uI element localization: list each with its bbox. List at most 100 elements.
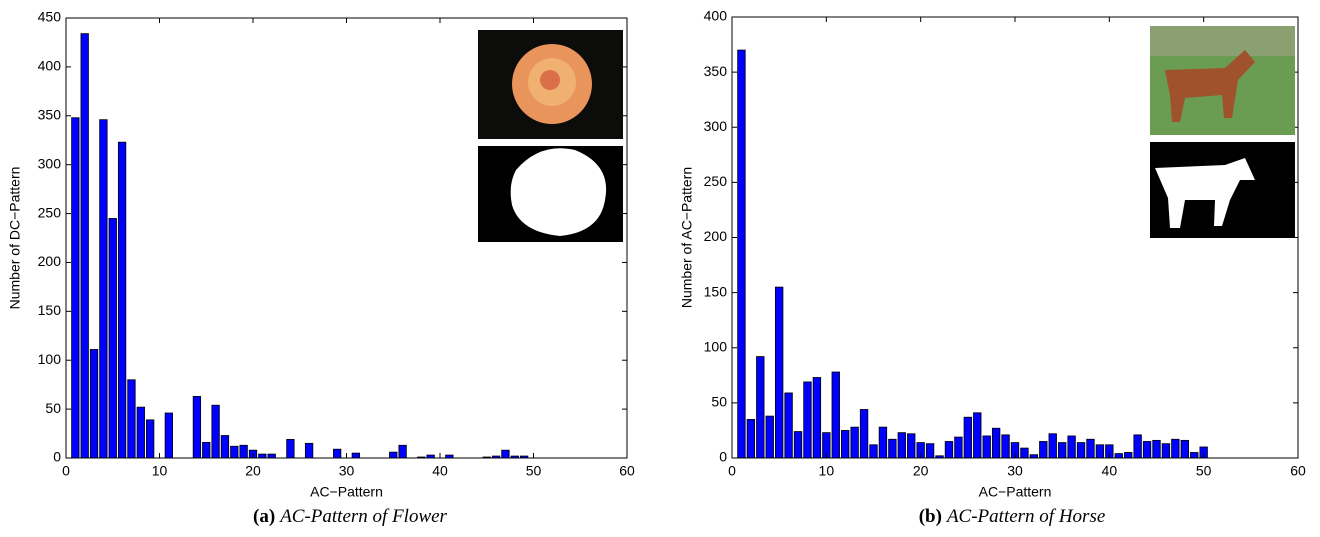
caption: (b) AC-Pattern of Horse — [919, 506, 1106, 527]
y-tick-label: 350 — [704, 63, 728, 79]
bar — [164, 412, 173, 459]
bar — [944, 441, 954, 459]
bar — [136, 406, 145, 459]
bar — [859, 409, 869, 459]
bar — [954, 436, 963, 459]
bar — [267, 453, 276, 459]
bar — [89, 349, 99, 459]
bar — [1152, 439, 1161, 459]
bar — [812, 377, 822, 459]
x-tick-label: 10 — [152, 463, 168, 479]
bar — [146, 419, 155, 459]
bar — [784, 392, 793, 459]
bar — [878, 426, 888, 459]
bar — [869, 444, 878, 459]
bar — [127, 379, 136, 459]
y-tick-label: 400 — [38, 58, 62, 74]
y-tick-label: 250 — [704, 173, 728, 189]
y-tick-label: 300 — [38, 155, 62, 171]
bar — [841, 430, 850, 459]
bar — [907, 433, 916, 459]
bar — [982, 435, 991, 459]
bar — [192, 395, 202, 459]
x-tick-label: 30 — [1007, 463, 1023, 479]
bar — [286, 439, 295, 459]
bar — [1020, 447, 1029, 459]
y-tick-label: 200 — [38, 253, 62, 269]
bar — [803, 381, 812, 459]
bar — [351, 452, 360, 459]
bar — [963, 416, 973, 459]
bar — [746, 419, 756, 459]
x-axis-label: AC−Pattern — [310, 484, 383, 500]
y-axis-label: Number of DC−Pattern — [7, 167, 23, 310]
x-tick-label: 20 — [913, 463, 929, 479]
bar — [239, 444, 248, 459]
bar — [1124, 452, 1133, 459]
y-tick-label: 300 — [704, 118, 728, 134]
caption-text: AC-Pattern of Horse — [945, 506, 1105, 527]
bar — [1171, 438, 1180, 459]
bar — [793, 431, 803, 459]
bar — [1048, 433, 1057, 459]
bar — [211, 404, 220, 459]
x-tick-label: 60 — [619, 463, 635, 479]
x-tick-label: 50 — [1196, 463, 1212, 479]
caption: (a) AC-Pattern of Flower — [253, 506, 448, 527]
bar — [925, 443, 935, 459]
bar — [897, 432, 906, 459]
bar — [1133, 434, 1142, 459]
y-tick-label: 0 — [719, 449, 727, 465]
x-tick-label: 0 — [728, 463, 736, 479]
y-tick-label: 150 — [38, 302, 62, 318]
x-tick-label: 40 — [432, 463, 448, 479]
bar — [1142, 441, 1152, 459]
bar — [501, 449, 510, 459]
bar — [1114, 453, 1123, 459]
bar — [774, 286, 784, 459]
bar — [831, 371, 840, 459]
bar — [1086, 438, 1095, 459]
bar — [398, 444, 407, 459]
bar — [1161, 443, 1171, 459]
bar — [258, 453, 267, 459]
y-tick-label: 200 — [704, 228, 728, 244]
x-tick-label: 50 — [526, 463, 542, 479]
y-tick-label: 150 — [704, 283, 728, 299]
caption-label: (a) — [253, 506, 275, 527]
bar — [220, 435, 230, 459]
x-axis-label: AC−Pattern — [979, 484, 1052, 500]
bar — [756, 356, 765, 459]
y-tick-label: 50 — [711, 394, 727, 410]
x-tick-label: 20 — [245, 463, 261, 479]
y-axis-label: Number of AC−Pattern — [679, 167, 695, 308]
y-tick-label: 0 — [53, 449, 61, 465]
bar — [230, 445, 239, 459]
bar — [1001, 434, 1010, 459]
bar — [1076, 442, 1086, 459]
bar — [973, 412, 982, 459]
bar — [1039, 441, 1048, 459]
bar — [1067, 435, 1076, 459]
y-tick-label: 100 — [38, 351, 62, 367]
bar — [99, 119, 108, 459]
bar — [108, 218, 117, 459]
caption-label: (b) — [919, 506, 942, 527]
x-tick-label: 30 — [339, 463, 355, 479]
x-tick-label: 10 — [819, 463, 835, 479]
bar — [1180, 439, 1189, 459]
caption-text: AC-Pattern of Flower — [278, 506, 447, 527]
inset-flower — [478, 30, 623, 242]
bar — [888, 438, 897, 459]
x-tick-label: 0 — [62, 463, 70, 479]
y-tick-label: 400 — [704, 8, 728, 24]
bar — [1095, 444, 1105, 459]
y-tick-label: 350 — [38, 106, 62, 122]
x-tick-label: 40 — [1102, 463, 1118, 479]
bar — [1190, 452, 1199, 459]
bar — [333, 448, 342, 459]
bar — [1057, 442, 1067, 459]
bar — [389, 451, 398, 459]
